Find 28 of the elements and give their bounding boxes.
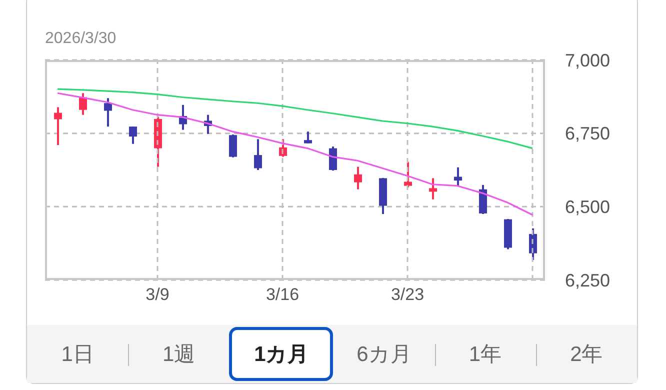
candlestick	[229, 134, 237, 158]
candlestick	[329, 146, 337, 172]
candlestick	[104, 97, 112, 128]
x-tick-label: 3/16	[266, 285, 300, 304]
candlestick	[129, 126, 137, 145]
y-tick-label: 6,500	[565, 197, 610, 218]
candlestick	[404, 160, 412, 188]
text: 2年	[570, 342, 603, 368]
text: 1週	[162, 342, 196, 368]
y-tick-label: 7,000	[565, 50, 610, 70]
text: 1年	[468, 342, 502, 368]
text: 6カ月	[356, 342, 412, 368]
candlestick	[254, 138, 262, 171]
y-tick-label: 6,750	[565, 124, 610, 144]
line-series	[56, 92, 534, 216]
candlestick	[429, 177, 437, 200]
text: 1日	[61, 342, 94, 368]
candlestick	[304, 130, 312, 144]
x-tick-label: 3/23	[390, 285, 424, 304]
text: 1カ月	[229, 327, 334, 381]
line-series	[56, 88, 534, 150]
x-tick-label: 3/9	[146, 285, 170, 304]
y-tick-label: 6,250	[565, 270, 610, 290]
candlestick	[454, 166, 462, 187]
candlestick	[79, 92, 87, 116]
candlestick	[54, 106, 62, 146]
chart-title: 2026/3/30	[45, 30, 116, 48]
candlestick	[354, 166, 362, 190]
